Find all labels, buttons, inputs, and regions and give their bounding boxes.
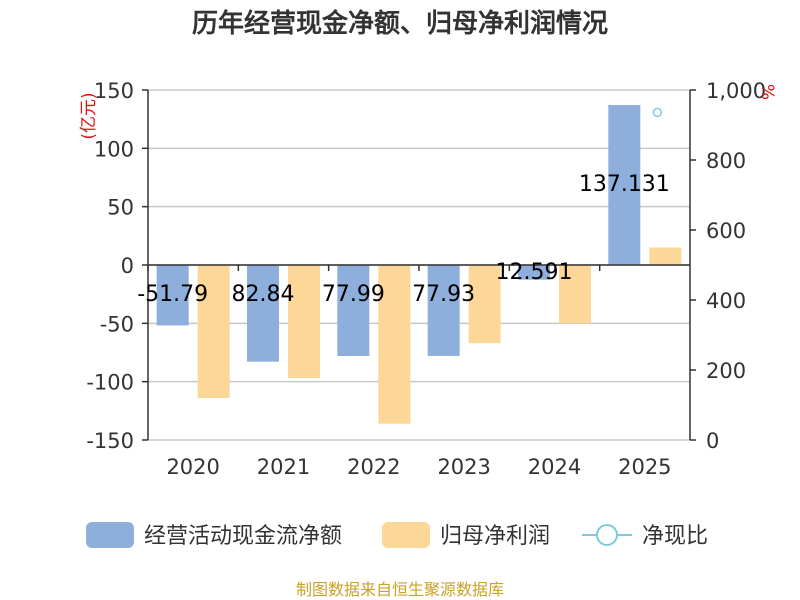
data-label-2022: 77.99	[322, 282, 385, 307]
data-label-2024: 12.591	[496, 260, 573, 285]
left-axis-unit: (亿元)	[79, 92, 99, 139]
left-tick-label: -50	[100, 312, 134, 336]
bar-cashflow-2025	[608, 105, 641, 266]
bar-netprofit-2021	[288, 265, 320, 379]
left-tick-label: -150	[86, 429, 134, 453]
right-tick-label: 400	[706, 289, 746, 313]
right-tick-label: 1,000	[706, 79, 766, 103]
data-label-2025: 137.131	[579, 172, 670, 197]
bar-cashflow-2020	[156, 265, 189, 326]
bar-cashflow-2023	[427, 265, 460, 356]
ratio-line	[652, 107, 663, 118]
left-axis-ticks: 150 100 50 0 -50 -100 -150	[86, 79, 134, 453]
legend-swatch-netprofit[interactable]	[382, 522, 430, 548]
bar-netprofit-2025	[649, 247, 682, 265]
left-tick-label: 100	[94, 137, 134, 161]
axes	[142, 89, 696, 441]
bar-netprofit-2023	[468, 265, 501, 344]
right-tick-label: 0	[706, 429, 719, 453]
x-tick-label: 2020	[166, 455, 219, 479]
bar-netprofit-2020	[197, 265, 230, 398]
left-tick-label: -100	[86, 371, 134, 395]
right-axis-ticks: 1,000 800 600 400 200 0	[706, 79, 766, 453]
right-tick-label: 200	[706, 359, 746, 383]
x-tick-label: 2024	[528, 455, 581, 479]
chart-title: 历年经营现金净额、归母净利润情况	[192, 8, 608, 39]
bar-netprofit-2024	[559, 265, 591, 324]
left-tick-label: 150	[94, 79, 134, 103]
bar-cashflow-2022	[337, 265, 370, 356]
right-axis-unit: %	[757, 84, 777, 100]
legend-swatch-cashflow[interactable]	[86, 522, 134, 548]
x-tick-label: 2022	[347, 455, 400, 479]
bar-marks	[156, 105, 682, 424]
x-tick-label: 2023	[437, 455, 490, 479]
left-tick-label: 0	[121, 254, 134, 278]
ratio-point	[652, 107, 663, 118]
data-label-2020: -51.79	[137, 282, 208, 307]
data-label-2023: 77.93	[412, 282, 475, 307]
legend-label-netprofit[interactable]: 归母净利润	[440, 524, 550, 549]
right-tick-label: 600	[706, 219, 746, 243]
x-tick-label: 2025	[618, 455, 671, 479]
x-axis-ticks: 2020 2021 2022 2023 2024 2025	[166, 455, 671, 479]
legend-label-cashflow[interactable]: 经营活动现金流净额	[144, 524, 342, 549]
bar-cashflow-2021	[247, 265, 279, 362]
bar-netprofit-2022	[378, 265, 411, 424]
data-labels: -51.79 82.84 77.99 77.93 12.591 137.131	[137, 172, 670, 307]
left-tick-label: 50	[107, 196, 134, 220]
legend-marker-ratio[interactable]	[596, 524, 618, 546]
right-tick-label: 800	[706, 149, 746, 173]
legend-label-ratio[interactable]: 净现比	[642, 524, 708, 549]
data-label-2021: 82.84	[232, 282, 295, 307]
legend[interactable]: 经营活动现金流净额 归母净利润 净现比	[86, 522, 708, 549]
x-tick-label: 2021	[257, 455, 310, 479]
bar-cashflow-2024	[518, 265, 550, 280]
source-note: 制图数据来自恒生聚源数据库	[296, 580, 504, 599]
